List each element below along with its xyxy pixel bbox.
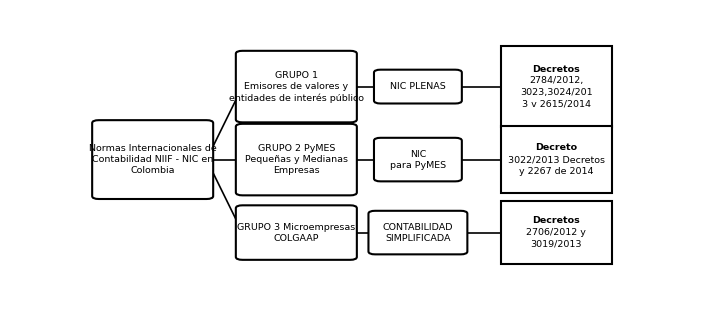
- Text: CONTABILIDAD
SIMPLIFICADA: CONTABILIDAD SIMPLIFICADA: [383, 222, 453, 243]
- Text: 2784/2012,: 2784/2012,: [529, 76, 583, 85]
- FancyBboxPatch shape: [92, 120, 213, 199]
- Text: GRUPO 1
Emisores de valores y
entidades de interés público: GRUPO 1 Emisores de valores y entidades …: [229, 71, 364, 102]
- Text: 3019/2013: 3019/2013: [530, 240, 582, 249]
- Text: GRUPO 2 PyMES
Pequeñas y Medianas
Empresas: GRUPO 2 PyMES Pequeñas y Medianas Empres…: [245, 144, 348, 175]
- Text: NIC PLENAS: NIC PLENAS: [390, 82, 446, 91]
- Text: 3 v 2615/2014: 3 v 2615/2014: [521, 100, 590, 109]
- Text: NIC
para PyMES: NIC para PyMES: [390, 149, 446, 170]
- Text: GRUPO 3 Microempresas
COLGAAP: GRUPO 3 Microempresas COLGAAP: [237, 222, 356, 243]
- Text: Decreto: Decreto: [535, 143, 577, 152]
- FancyBboxPatch shape: [501, 126, 612, 193]
- Text: 3022/2013 Decretos: 3022/2013 Decretos: [508, 155, 605, 164]
- FancyBboxPatch shape: [374, 138, 462, 181]
- Text: Decretos: Decretos: [532, 64, 580, 74]
- FancyBboxPatch shape: [501, 201, 612, 264]
- Text: 3023,3024/201: 3023,3024/201: [520, 88, 593, 97]
- FancyBboxPatch shape: [236, 124, 356, 195]
- Text: Normas Internacionales de
Contabilidad NIIF - NIC en
Colombia: Normas Internacionales de Contabilidad N…: [89, 144, 217, 175]
- FancyBboxPatch shape: [236, 205, 356, 260]
- FancyBboxPatch shape: [374, 70, 462, 104]
- FancyBboxPatch shape: [236, 51, 356, 122]
- FancyBboxPatch shape: [501, 46, 612, 127]
- Text: Decretos: Decretos: [532, 216, 580, 225]
- Text: y 2267 de 2014: y 2267 de 2014: [519, 167, 593, 176]
- FancyBboxPatch shape: [369, 211, 467, 254]
- Text: 2706/2012 y: 2706/2012 y: [526, 228, 586, 237]
